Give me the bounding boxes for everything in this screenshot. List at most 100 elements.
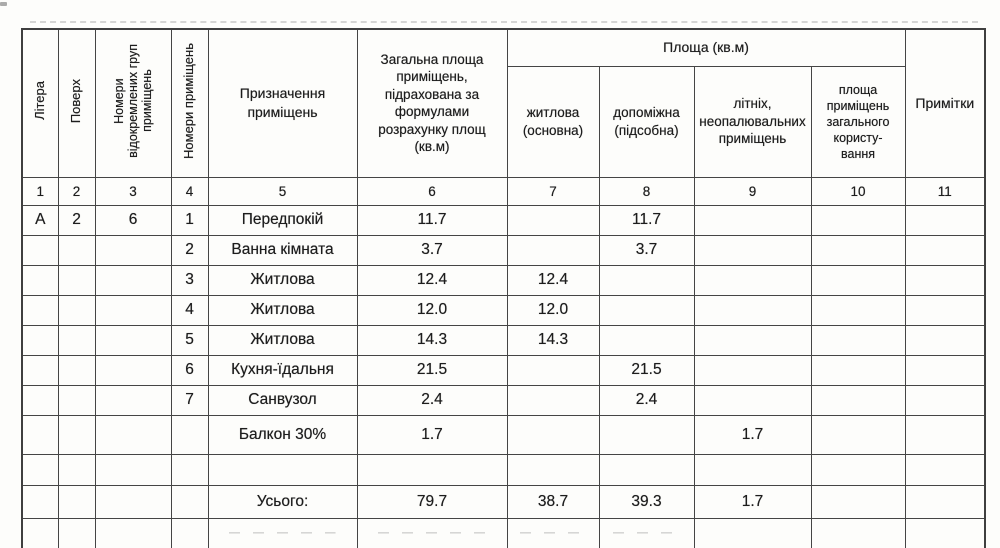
cell-summer-area bbox=[693, 384, 812, 416]
cell-total-area: 12.0 bbox=[356, 294, 508, 326]
cell-auxiliary-area bbox=[598, 517, 695, 548]
cell-living-area bbox=[506, 414, 600, 455]
cell-auxiliary-area: 2.4 bbox=[598, 384, 695, 416]
cell-auxiliary-area: 3.7 bbox=[598, 234, 695, 266]
cell-room-number: 1 bbox=[170, 204, 209, 236]
col-header-room-numbers: Номери приміщень bbox=[170, 28, 209, 178]
empty-row bbox=[21, 453, 986, 486]
cell-litera bbox=[21, 414, 59, 455]
cell-purpose: Кухня-їдальня bbox=[207, 354, 358, 386]
total-notes-cell bbox=[904, 484, 986, 519]
cell-notes bbox=[904, 517, 986, 548]
scan-artifact-line bbox=[30, 21, 978, 23]
cell-purpose: Передпокій bbox=[207, 204, 358, 236]
cell-purpose: Балкон 30% bbox=[207, 414, 358, 455]
cell-total-area: 2.4 bbox=[356, 384, 508, 416]
cell-auxiliary-area bbox=[598, 414, 695, 455]
cell-room-number bbox=[170, 414, 209, 455]
cell-common-area bbox=[810, 453, 906, 486]
cell-living-area bbox=[506, 453, 600, 486]
cell-auxiliary-area bbox=[598, 294, 695, 326]
table-row: 6 Кухня-їдальня 21.5 21.5 bbox=[21, 354, 986, 386]
cell-poverkh bbox=[57, 264, 96, 296]
cell-notes bbox=[904, 264, 986, 296]
col-header-group-numbers: Номери відокремлених груп приміщень bbox=[94, 28, 172, 178]
cell-summer-area bbox=[693, 324, 812, 356]
cell-litera bbox=[21, 517, 59, 548]
col-number: 7 bbox=[506, 176, 600, 206]
col-number: 1 bbox=[21, 176, 59, 206]
cell-litera bbox=[21, 384, 59, 416]
col-header-living: житлова (основна) bbox=[506, 65, 600, 178]
table-row: 7 Санвузол 2.4 2.4 bbox=[21, 384, 986, 416]
table-row: 4 Житлова 12.0 12.0 bbox=[21, 294, 986, 326]
cell-auxiliary-area: 21.5 bbox=[598, 354, 695, 386]
cell-summer-area bbox=[693, 264, 812, 296]
cell-common-area bbox=[810, 234, 906, 266]
cell-litera bbox=[21, 294, 59, 326]
col-header-group-numbers-label: Номери відокремлених груп приміщень bbox=[112, 43, 154, 158]
cell-group-number: 6 bbox=[94, 204, 172, 236]
cell-group-number bbox=[94, 264, 172, 296]
col-header-auxiliary: допоміжна (підсобна) bbox=[598, 65, 695, 178]
col-header-poverkh-label: Поверх bbox=[68, 78, 84, 123]
cell-common-area bbox=[810, 204, 906, 236]
cell-summer-area bbox=[693, 204, 812, 236]
cell-poverkh bbox=[57, 484, 96, 519]
table-row: 3 Житлова 12.4 12.4 bbox=[21, 264, 986, 296]
col-number: 11 bbox=[904, 176, 986, 206]
cell-room-number: 3 bbox=[170, 264, 209, 296]
cell-summer-area bbox=[693, 354, 812, 386]
table-row: Балкон 30% 1.7 1.7 bbox=[21, 414, 986, 455]
col-header-litera-label: Літера bbox=[32, 81, 48, 121]
col-header-purpose: Призначення приміщень bbox=[207, 28, 358, 178]
cell-common-area bbox=[810, 384, 906, 416]
col-number: 9 bbox=[693, 176, 812, 206]
cell-living-area bbox=[506, 517, 600, 548]
cell-poverkh bbox=[57, 234, 96, 266]
cell-purpose bbox=[207, 517, 358, 548]
cell-group-number bbox=[94, 484, 172, 519]
cell-purpose: Житлова bbox=[207, 294, 358, 326]
cell-total-area: 1.7 bbox=[356, 414, 508, 455]
cell-common-area bbox=[810, 264, 906, 296]
cell-living-area bbox=[506, 384, 600, 416]
header-row-top: Літера Поверх Номери відокремлених груп … bbox=[21, 28, 986, 178]
cell-room-number: 4 bbox=[170, 294, 209, 326]
cell-common-area bbox=[810, 324, 906, 356]
cell-poverkh bbox=[57, 517, 96, 548]
cell-purpose: Санвузол bbox=[207, 384, 358, 416]
cell-summer-area: 1.7 bbox=[693, 414, 812, 455]
cell-group-number bbox=[94, 234, 172, 266]
empty-row bbox=[21, 517, 986, 548]
cell-room-number: 7 bbox=[170, 384, 209, 416]
explication-table: Літера Поверх Номери відокремлених груп … bbox=[21, 28, 987, 548]
cell-total-area bbox=[356, 517, 508, 548]
cell-litera bbox=[21, 234, 59, 266]
cell-notes bbox=[904, 234, 986, 266]
cell-poverkh bbox=[57, 294, 96, 326]
total-common-cell bbox=[810, 484, 906, 519]
cell-room-number: 6 bbox=[170, 354, 209, 386]
cell-total-area: 3.7 bbox=[356, 234, 508, 266]
cell-living-area bbox=[506, 234, 600, 266]
cell-auxiliary-area bbox=[598, 324, 695, 356]
col-number: 10 bbox=[810, 176, 906, 206]
col-header-common: площа приміщень загального користу- ванн… bbox=[810, 65, 906, 178]
cell-summer-area bbox=[693, 234, 812, 266]
cell-summer-area bbox=[693, 517, 812, 548]
col-number: 5 bbox=[207, 176, 358, 206]
cell-litera bbox=[21, 354, 59, 386]
cell-purpose: Ванна кімната bbox=[207, 234, 358, 266]
col-header-litera: Літера bbox=[21, 28, 59, 178]
cell-litera bbox=[21, 324, 59, 356]
cell-common-area bbox=[810, 414, 906, 455]
cell-group-number bbox=[94, 517, 172, 548]
cell-purpose bbox=[207, 453, 358, 486]
col-header-poverkh: Поверх bbox=[57, 28, 96, 178]
cell-room-number bbox=[170, 484, 209, 519]
cell-notes bbox=[904, 324, 986, 356]
cell-litera bbox=[21, 453, 59, 486]
cell-living-area bbox=[506, 204, 600, 236]
